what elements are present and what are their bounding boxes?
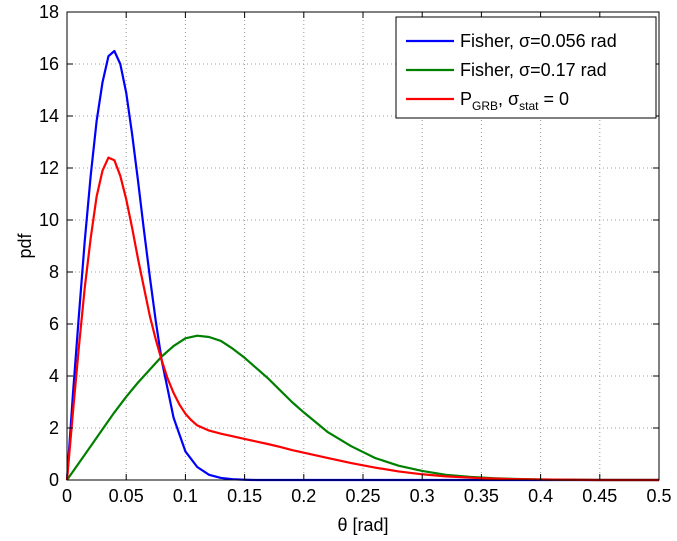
legend-entry-3: PGRB, σstat = 0 (460, 89, 569, 113)
x-tick-label: 0.35 (464, 486, 499, 506)
y-tick-label: 2 (49, 418, 59, 438)
x-tick-labels: 0 0.05 0.1 0.15 0.2 0.25 0.3 0.35 0.4 0.45 0.5 (62, 486, 672, 506)
y-tick-label: 6 (49, 314, 59, 334)
legend-entry-2: Fisher, σ=0.17 rad (460, 60, 607, 80)
y-axis-label: pdf (15, 232, 35, 258)
legend-entry-1: Fisher, σ=0.056 rad (460, 31, 617, 51)
legend-box (395, 16, 657, 119)
y-tick-label: 10 (39, 210, 59, 230)
series-line-2 (66, 334, 659, 482)
x-tick-label: 0.05 (109, 486, 144, 506)
y-tick-label: 0 (49, 470, 59, 490)
x-axis-label: θ [rad] (337, 515, 388, 535)
y-tick-label: 12 (39, 158, 59, 178)
y-tick-label: 16 (39, 54, 59, 74)
y-tick-label: 4 (49, 366, 59, 386)
x-tick-label: 0.1 (173, 486, 198, 506)
x-tick-label: 0.4 (528, 486, 553, 506)
legend-entry-part: P (460, 89, 472, 109)
grid (67, 12, 659, 480)
legend-entry-part: , σ (498, 89, 519, 109)
y-tick-label: 18 (39, 2, 59, 22)
y-tick-label: 14 (39, 106, 59, 126)
x-tick-label: 0.45 (582, 486, 617, 506)
legend-entry-part: = 0 (539, 89, 570, 109)
x-tick-label: 0 (62, 486, 72, 506)
legend-entry-part: GRB (472, 99, 498, 113)
x-tick-label: 0.5 (646, 486, 671, 506)
y-tick-labels: 0 2 4 6 8 10 12 14 16 18 (39, 2, 59, 490)
legend-entry-part: stat (519, 99, 539, 113)
y-tick-label: 8 (49, 262, 59, 282)
legend: Fisher, σ=0.056 rad Fisher, σ=0.17 rad PGR… (395, 16, 657, 119)
series-line-3 (65, 156, 659, 482)
x-tick-label: 0.2 (291, 486, 316, 506)
x-tick-label: 0.15 (227, 486, 262, 506)
x-tick-label: 0.3 (410, 486, 435, 506)
x-tick-label: 0.25 (345, 486, 380, 506)
